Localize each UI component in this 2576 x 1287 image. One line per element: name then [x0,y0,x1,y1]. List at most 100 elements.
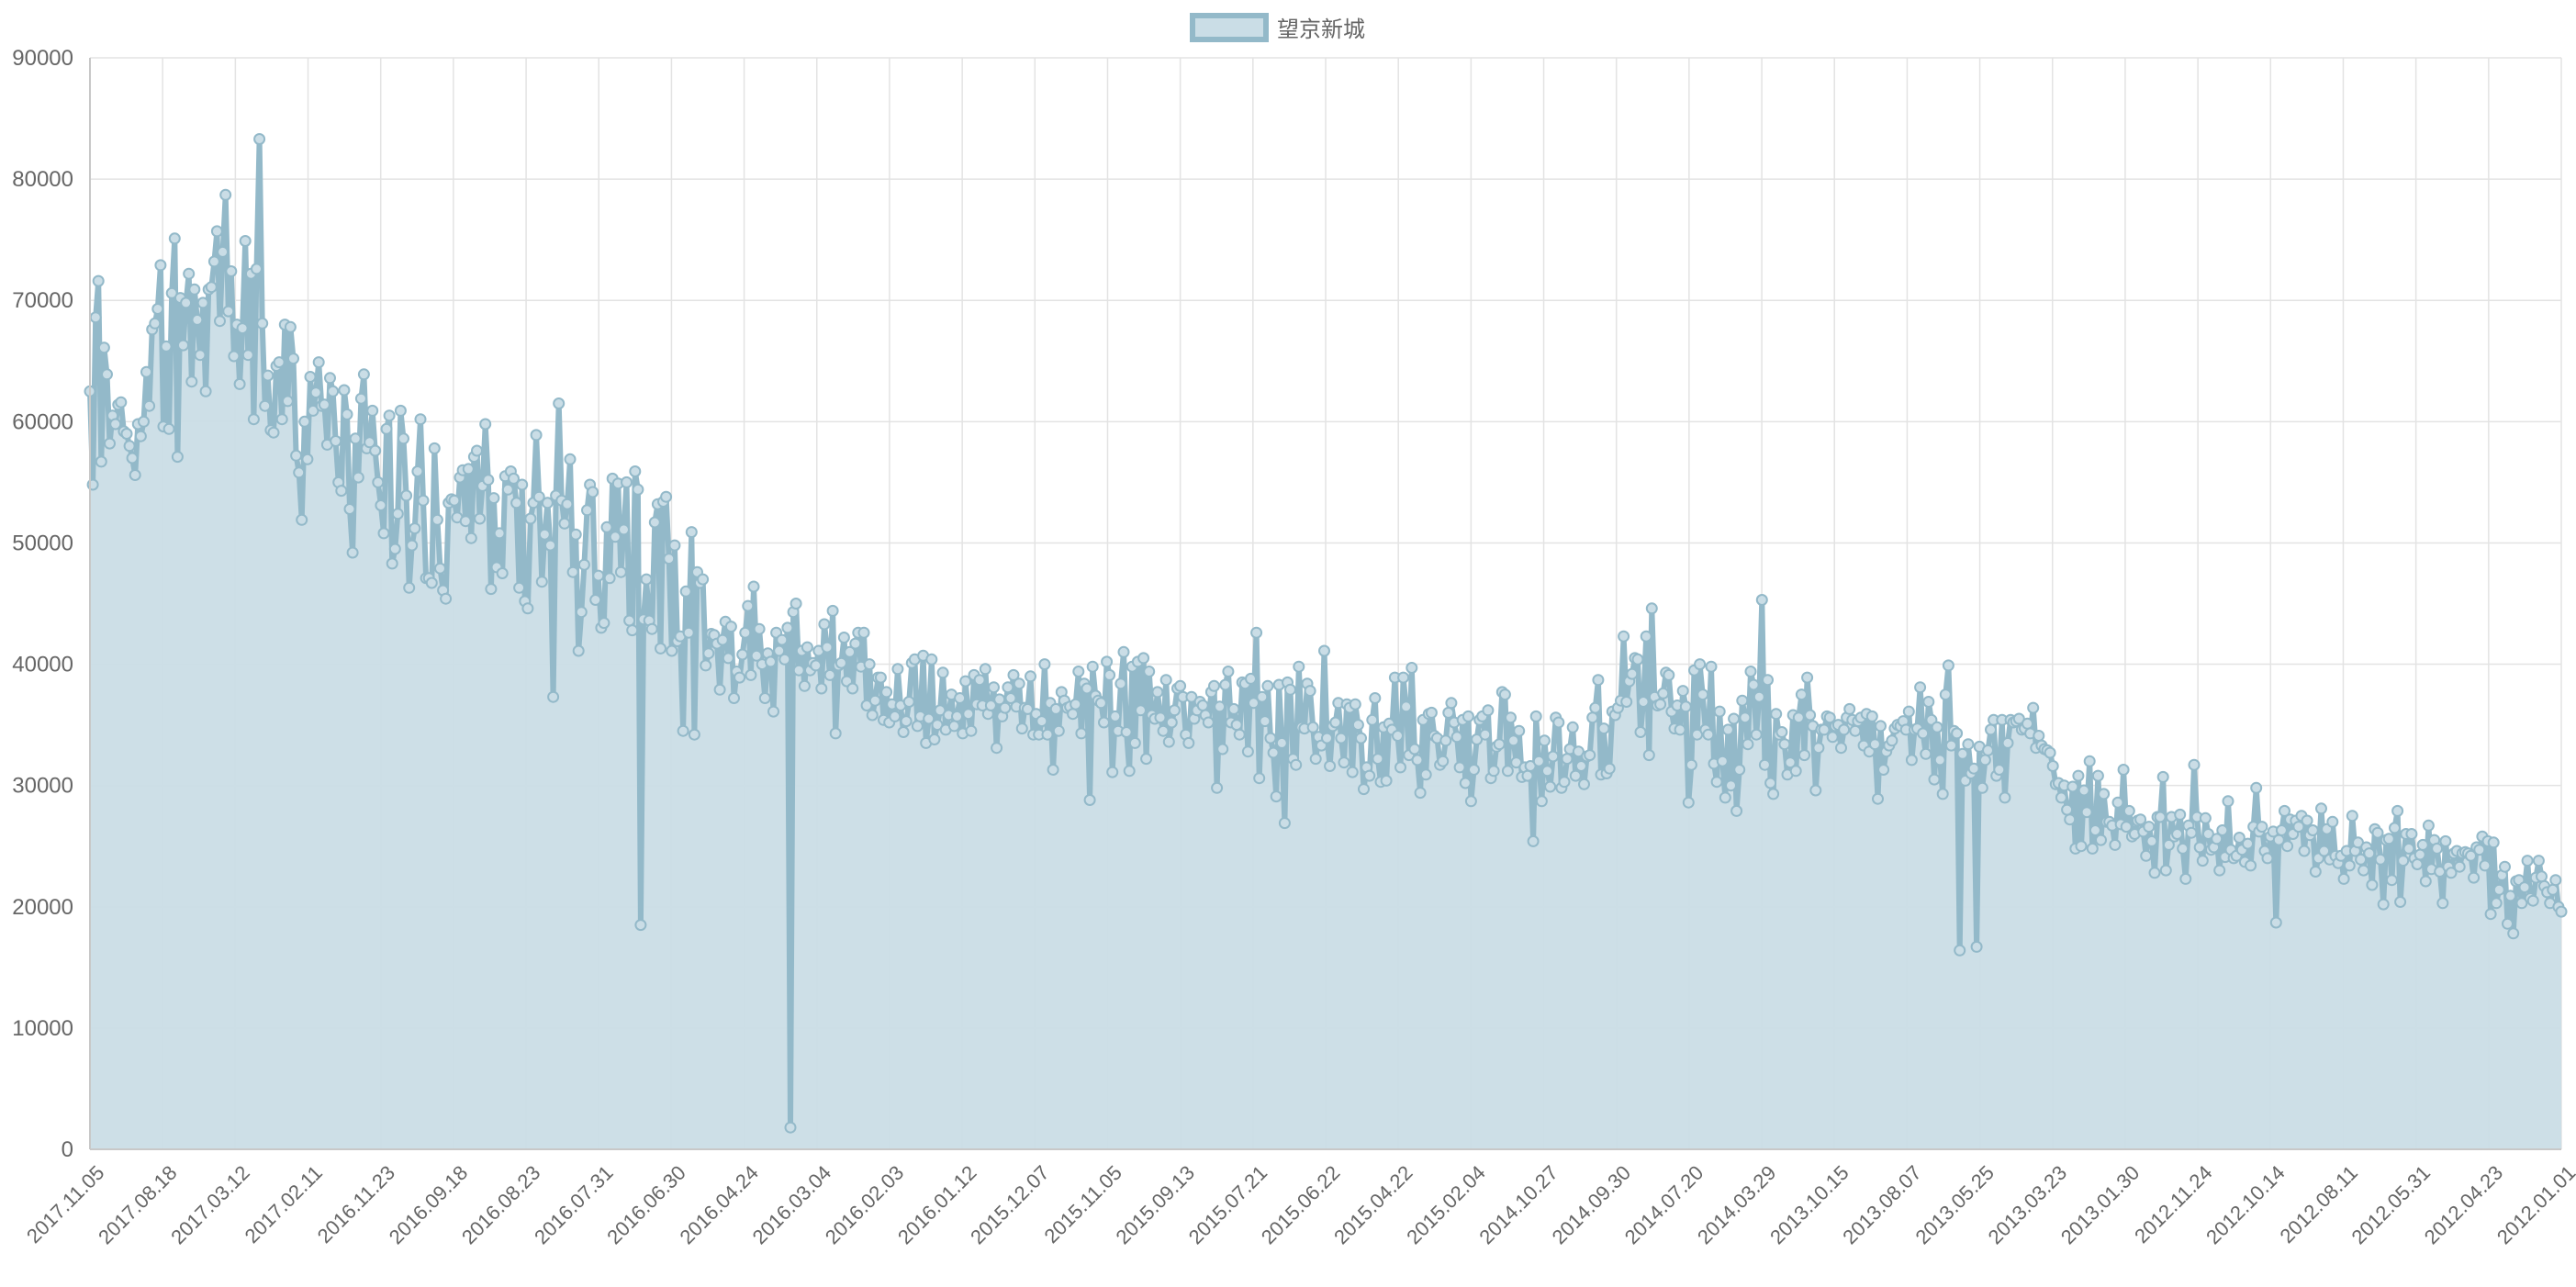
data-point-23[interactable] [149,317,162,330]
data-point-761[interactable] [2233,832,2246,844]
data-point-862[interactable] [2518,881,2531,894]
data-point-251[interactable] [792,664,805,677]
data-point-403[interactable] [1222,666,1235,677]
data-point-711[interactable] [2091,769,2104,782]
data-point-656[interactable] [1936,788,1949,800]
data-point-495[interactable] [1482,704,1495,717]
data-point-87[interactable] [330,435,342,447]
data-point-45[interactable] [210,225,223,238]
data-point-80[interactable] [309,386,322,399]
data-point-245[interactable] [776,633,789,646]
data-point-487[interactable] [1459,777,1472,789]
data-point-360[interactable] [1101,655,1114,668]
data-point-644[interactable] [1902,705,1915,718]
data-point-573[interactable] [1702,728,1715,741]
data-point-350[interactable] [1072,666,1085,677]
data-point-123[interactable] [431,513,443,526]
data-point-28[interactable] [162,422,175,435]
data-point-290[interactable] [902,696,915,708]
data-point-834[interactable] [2439,834,2452,847]
data-point-456[interactable] [1372,753,1384,766]
data-point-765[interactable] [2245,859,2257,872]
data-point-581[interactable] [1725,779,1737,792]
data-point-267[interactable] [837,632,850,644]
data-point-36[interactable] [185,375,198,388]
data-point-490[interactable] [1468,764,1480,776]
data-point-553[interactable] [1645,602,1658,615]
data-point-659[interactable] [1945,739,1957,752]
data-point-277[interactable] [866,709,879,722]
data-point-400[interactable] [1214,700,1226,713]
data-point-7[interactable] [104,437,116,450]
data-point-202[interactable] [655,642,666,655]
data-point-855[interactable] [2499,860,2511,873]
data-point-68[interactable] [275,413,288,426]
data-point-836[interactable] [2445,867,2458,879]
data-point-651[interactable] [1922,696,1935,708]
data-point-858[interactable] [2507,927,2520,940]
data-point-523[interactable] [1561,753,1574,766]
data-point-578[interactable] [1716,755,1729,767]
data-point-48[interactable] [219,188,232,201]
data-point-233[interactable] [742,599,755,612]
data-point-798[interactable] [2337,872,2350,885]
data-point-330[interactable] [1015,722,1028,735]
data-point-512[interactable] [1529,710,1542,722]
data-point-199[interactable] [645,622,658,635]
data-point-826[interactable] [2416,838,2429,851]
data-point-93[interactable] [346,546,359,559]
data-point-289[interactable] [900,715,913,728]
data-point-206[interactable] [666,644,678,657]
data-point-50[interactable] [225,265,238,277]
data-point-25[interactable] [154,259,167,272]
data-point-108[interactable] [388,543,401,555]
data-point-755[interactable] [2216,824,2229,836]
data-point-85[interactable] [324,372,336,385]
data-point-668[interactable] [1970,940,1983,953]
data-point-709[interactable] [2086,842,2099,855]
data-point-433[interactable] [1306,721,1319,733]
data-point-485[interactable] [1453,761,1466,774]
data-point-729[interactable] [2143,821,2156,834]
data-point-351[interactable] [1075,727,1088,740]
data-point-370[interactable] [1128,736,1141,749]
data-point-475[interactable] [1425,706,1438,719]
data-point-700[interactable] [2061,803,2074,816]
data-point-106[interactable] [383,409,396,422]
data-point-481[interactable] [1442,706,1455,719]
data-point-375[interactable] [1143,666,1156,677]
data-point-525[interactable] [1566,721,1579,733]
data-point-654[interactable] [1931,721,1943,733]
data-point-520[interactable] [1552,716,1565,729]
data-point-754[interactable] [2213,864,2226,877]
data-point-824[interactable] [2411,858,2424,870]
data-point-254[interactable] [801,641,813,654]
data-point-59[interactable] [251,263,263,275]
data-point-434[interactable] [1309,753,1322,766]
data-point-528[interactable] [1574,760,1587,772]
data-point-609[interactable] [1804,709,1817,722]
data-point-502[interactable] [1501,765,1514,778]
data-point-367[interactable] [1120,726,1133,738]
data-point-325[interactable] [1002,681,1014,694]
data-point-620[interactable] [1835,742,1847,755]
data-point-78[interactable] [304,371,317,383]
data-point-143[interactable] [487,492,500,505]
data-point-264[interactable] [829,727,842,740]
data-point-872[interactable] [2547,883,2559,896]
data-point-166[interactable] [553,397,566,409]
data-point-63[interactable] [262,369,274,382]
data-point-848[interactable] [2479,859,2492,872]
data-point-550[interactable] [1637,696,1650,708]
data-point-118[interactable] [417,494,430,507]
data-point-278[interactable] [868,694,881,707]
data-point-604[interactable] [1789,765,1802,778]
data-point-511[interactable] [1527,834,1540,847]
data-point-473[interactable] [1419,768,1432,781]
data-point-748[interactable] [2196,855,2209,867]
data-point-596[interactable] [1767,788,1780,800]
data-point-633[interactable] [1872,792,1884,805]
data-point-489[interactable] [1464,795,1477,808]
data-point-274[interactable] [857,626,870,639]
data-point-329[interactable] [1013,677,1025,690]
